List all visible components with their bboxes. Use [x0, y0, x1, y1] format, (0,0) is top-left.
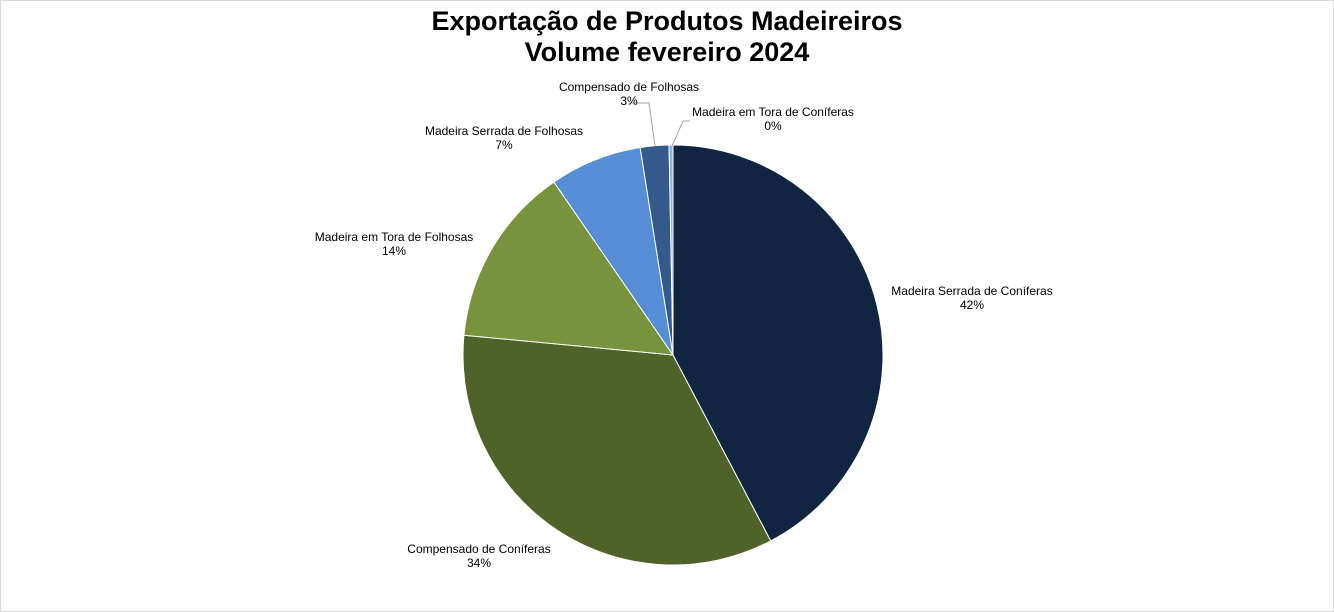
slice-label-percent: 14% [382, 244, 406, 258]
slice-label-name: Madeira em Tora de Coníferas [692, 105, 854, 119]
leader-line [629, 102, 656, 147]
slice-label-name: Madeira em Tora de Folhosas [315, 230, 474, 244]
pie-slice [462, 334, 772, 566]
slice-label-percent: 34% [467, 556, 491, 570]
chart-title: Exportação de Produtos Madeireiros Volum… [0, 6, 1334, 68]
pie-slice [668, 144, 674, 356]
pie-slice [463, 181, 675, 356]
chart-title-line2: Volume fevereiro 2024 [524, 37, 810, 67]
pie-slice [672, 144, 884, 542]
slice-label-percent: 0% [764, 119, 782, 133]
slice-label-percent: 42% [960, 298, 984, 312]
slice-label-name: Compensado de Folhosas [559, 80, 699, 94]
slice-label-percent: 3% [620, 94, 638, 108]
chart-title-line1: Exportação de Produtos Madeireiros [431, 6, 903, 36]
leader-line [671, 120, 690, 147]
slice-label-name: Madeira Serrada de Coníferas [891, 284, 1052, 298]
slice-label-name: Madeira Serrada de Folhosas [425, 124, 583, 138]
slice-label-name: Compensado de Coníferas [407, 542, 550, 556]
slice-label-percent: 7% [495, 138, 513, 152]
